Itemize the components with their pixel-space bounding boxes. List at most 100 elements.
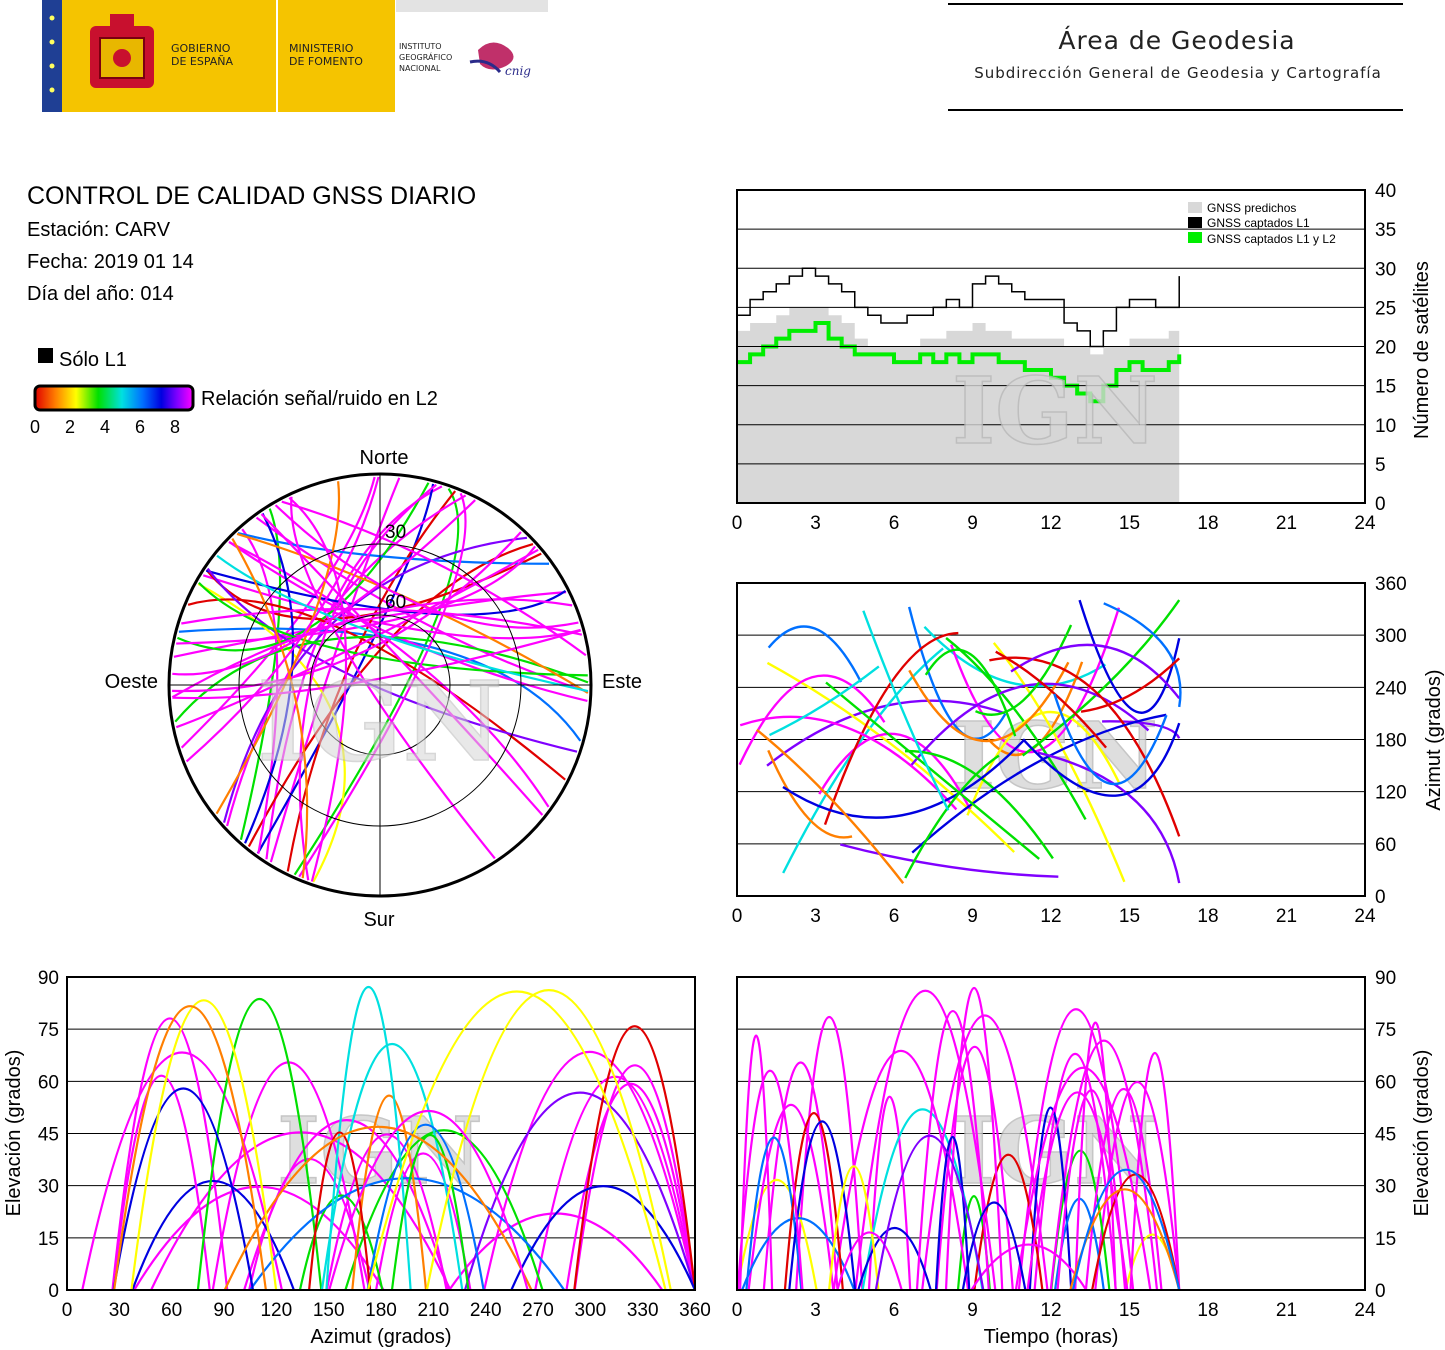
x-tick-label: 24 <box>1354 906 1376 927</box>
x-tick-label: 18 <box>1197 906 1218 927</box>
sky-track <box>298 492 467 878</box>
azimuth-track <box>904 749 1054 860</box>
elevation-time-track <box>783 1112 844 1291</box>
azimuth-track <box>1080 657 1181 713</box>
legend-swatch-l1 <box>1188 217 1202 228</box>
ring-label-30: 30 <box>385 522 406 543</box>
azimuth-track <box>739 715 958 811</box>
x-tick-label: 15 <box>1119 906 1140 927</box>
y-tick-label: 120 <box>1375 783 1407 804</box>
only-l1-swatch <box>38 348 53 363</box>
x-tick-label: 60 <box>161 1300 182 1321</box>
azimuth-ylabel: Azimut (grados) <box>1423 669 1445 810</box>
elevation-track <box>130 999 278 1291</box>
sky-track <box>180 476 376 749</box>
y-tick-label: 180 <box>1375 731 1407 752</box>
sky-track <box>185 476 380 763</box>
elevation-time-track <box>1026 1091 1129 1291</box>
x-tick-label: 24 <box>1354 513 1376 534</box>
area-title: Área de Geodesia <box>1058 26 1295 55</box>
elevation-track <box>510 1185 697 1291</box>
x-tick-label: 180 <box>365 1300 397 1321</box>
elevation-track <box>425 989 672 1291</box>
sky-track <box>172 531 522 693</box>
azimuth-track <box>1078 599 1181 714</box>
sky-track <box>288 496 348 882</box>
y-tick-label: 90 <box>38 968 59 989</box>
elevation-track <box>375 1152 472 1291</box>
elevation-time-track <box>961 1201 1027 1291</box>
elevation-track <box>113 1005 267 1291</box>
sky-track <box>197 582 346 883</box>
x-tick-label: 6 <box>889 513 900 534</box>
elevation-track <box>111 1074 211 1291</box>
sky-track <box>202 574 581 640</box>
y-tick-label: 60 <box>1375 835 1396 856</box>
elevation-time-track <box>788 1120 857 1291</box>
station-label: Estación: CARV <box>27 219 171 241</box>
y-tick-label: 30 <box>1375 1177 1396 1198</box>
elev-time-tracks <box>735 987 1181 1291</box>
direction-west: Oeste <box>105 671 158 693</box>
sky-track <box>173 591 567 658</box>
azimuth-track <box>825 681 1040 860</box>
elev-az-tracks <box>81 986 697 1291</box>
x-tick-label: 21 <box>1276 1300 1297 1321</box>
y-tick-label: 240 <box>1375 678 1407 699</box>
elevation-time-track <box>735 1179 818 1291</box>
count-ylabel: Número de satélites <box>1411 261 1433 439</box>
count-frame <box>736 189 1366 504</box>
skyplot-horizon <box>167 472 593 898</box>
elevation-time-track <box>1017 1008 1135 1291</box>
x-tick-label: 6 <box>889 906 900 927</box>
sky-track <box>181 607 583 636</box>
elevation-track <box>483 1051 697 1291</box>
elevation-time-track <box>1071 1168 1181 1291</box>
x-tick-label: 0 <box>62 1300 73 1321</box>
azimuth-track <box>908 661 1070 743</box>
snr-tick: 4 <box>100 417 110 437</box>
azimuth-track <box>782 738 1026 819</box>
azimuth-track <box>756 728 905 884</box>
sky-track <box>237 531 550 565</box>
x-tick-label: 210 <box>417 1300 449 1321</box>
x-tick-label: 120 <box>260 1300 292 1321</box>
direction-south: Sur <box>363 909 394 931</box>
x-tick-label: 0 <box>732 906 743 927</box>
direction-north: Norte <box>360 447 409 469</box>
elevation-track <box>131 1179 295 1291</box>
elevation-track <box>298 1194 384 1291</box>
azimuth-track <box>840 843 1059 878</box>
elevation-time-track <box>1074 1021 1117 1291</box>
sky-track <box>298 483 437 881</box>
y-tick-label: 0 <box>1375 1281 1386 1302</box>
x-tick-label: 15 <box>1119 1300 1140 1321</box>
azimuth-track <box>1010 643 1181 700</box>
azimuth-track <box>923 626 1107 688</box>
elevation-track <box>196 998 323 1291</box>
x-tick-label: 0 <box>732 1300 743 1321</box>
legend-swatch-l1l2 <box>1188 232 1202 243</box>
x-tick-label: 30 <box>109 1300 130 1321</box>
elevation-track <box>390 1133 470 1291</box>
x-tick-label: 18 <box>1197 1300 1218 1321</box>
y-tick-label: 25 <box>1375 298 1396 319</box>
eu-stars-icon <box>49 15 55 93</box>
x-tick-label: 360 <box>679 1300 711 1321</box>
y-tick-label: 75 <box>1375 1020 1396 1041</box>
elevation-track <box>112 1087 255 1291</box>
elev-az-xlabel: Azimut (grados) <box>310 1326 451 1348</box>
count-legend: GNSS predichos GNSS captados L1 GNSS cap… <box>1188 201 1336 246</box>
y-tick-label: 15 <box>1375 1229 1396 1250</box>
elevation-time-track <box>944 987 1004 1291</box>
elevation-time-track <box>921 1014 1049 1291</box>
sky-track <box>290 496 496 860</box>
elev-time-frame <box>736 976 1366 1291</box>
x-tick-label: 24 <box>1354 1300 1376 1321</box>
elevation-time-track <box>836 1231 903 1291</box>
y-tick-label: 300 <box>1375 626 1407 647</box>
azimuth-track <box>904 754 1000 879</box>
elevation-time-track <box>795 1015 864 1291</box>
y-tick-label: 0 <box>48 1281 59 1302</box>
x-tick-label: 12 <box>1040 1300 1061 1321</box>
